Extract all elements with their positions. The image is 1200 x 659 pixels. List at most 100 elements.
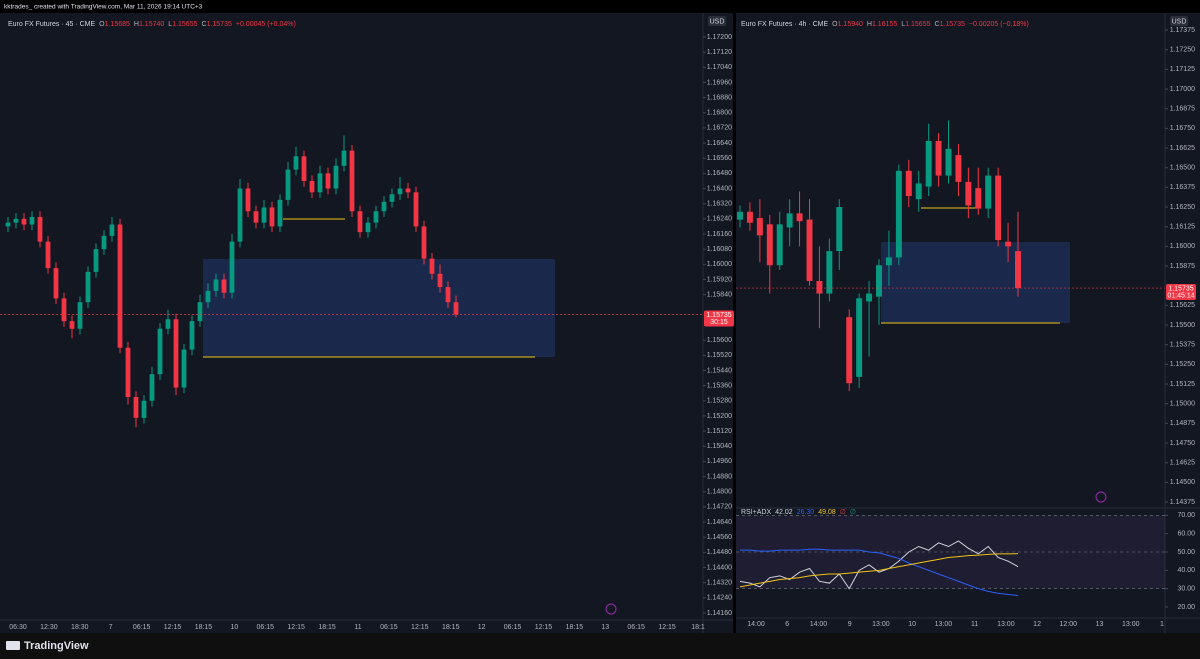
y-tick-label: 50.00: [1177, 549, 1195, 556]
candle-body: [1005, 241, 1012, 247]
x-tick-label: 13:00: [1122, 621, 1140, 628]
price-label: 1.15735: [1168, 285, 1193, 292]
scroll-icon[interactable]: [605, 603, 617, 615]
candle-body: [5, 222, 11, 227]
candle-body: [836, 207, 843, 252]
y-tick-label: 1.15040: [707, 443, 732, 450]
y-tick-label: 1.14800: [707, 489, 732, 496]
y-tick-label: 1.16080: [707, 246, 732, 253]
x-tick-label: 13:00: [872, 621, 890, 628]
x-tick-label: 12:15: [164, 624, 182, 631]
pane-divider: [733, 13, 736, 633]
candle-body: [21, 218, 27, 225]
currency: USD: [710, 18, 725, 25]
candle-body: [165, 319, 171, 329]
y-tick-label: 1.14320: [707, 580, 732, 587]
candle-body: [173, 319, 179, 388]
y-tick-label: 1.14640: [707, 519, 732, 526]
candle-body: [133, 396, 139, 418]
indicator-line: [739, 553, 1019, 588]
candle-body: [229, 241, 235, 293]
candle-body: [985, 175, 992, 209]
y-tick-label: 1.14560: [707, 534, 732, 541]
x-tick-label: 12:15: [287, 624, 305, 631]
y-tick-label: 1.17125: [1170, 66, 1195, 73]
ohlc-value: 1.15735: [207, 21, 232, 28]
candle-body: [37, 216, 43, 242]
indicator-name: RSI+ADX: [741, 509, 771, 516]
candle-body: [349, 150, 355, 212]
indicator-line: [739, 540, 1019, 590]
indicator-line: [740, 548, 1019, 596]
x-tick-label: 12:00: [1060, 621, 1078, 628]
y-tick-label: 1.15840: [707, 291, 732, 298]
logo: TradingView: [24, 640, 89, 652]
x-tick-label: 11: [971, 621, 978, 628]
charts: 1.17200 1.17120 1.17040 1.16960 1.16880 1.168…: [0, 16, 1196, 631]
y-tick-label: 1.16625: [1170, 145, 1195, 152]
y-tick-label: 1.17040: [707, 64, 732, 71]
candle-body: [93, 249, 99, 272]
y-tick-label: 1.16875: [1170, 106, 1195, 113]
x-tick-label: 18:15: [195, 624, 213, 631]
indicator-value: ∅: [840, 509, 846, 516]
y-tick-label: 1.14750: [1170, 440, 1195, 447]
candle-body: [69, 321, 75, 329]
x-tick-label: 12: [478, 624, 486, 631]
x-tick-label: 12:15: [535, 624, 553, 631]
candle-body: [826, 251, 833, 294]
x-tick-label: 06:15: [380, 624, 398, 631]
price-badge: [1166, 284, 1196, 301]
scroll-icon[interactable]: [1095, 491, 1107, 503]
indicator-value: 26.30: [797, 509, 815, 516]
y-tick-label: 1.16000: [707, 261, 732, 268]
candle-body: [237, 188, 243, 242]
indicator-value: 49.08: [818, 509, 836, 516]
x-tick-label: 18:1: [691, 624, 705, 631]
y-tick-label: 1.14875: [1170, 420, 1195, 427]
candle-body: [125, 347, 131, 397]
y-tick-label: 1.14480: [707, 549, 732, 556]
candle-body: [213, 279, 219, 291]
x-tick-label: 06:15: [257, 624, 275, 631]
candle-body: [253, 211, 259, 223]
candle-body: [245, 188, 251, 212]
x-tick-label: 13:00: [935, 621, 953, 628]
candle-body: [277, 199, 283, 227]
y-tick-label: 1.16720: [707, 125, 732, 132]
x-tick-label: 11: [354, 624, 361, 631]
ohlc-key: H: [867, 21, 872, 28]
candle-body: [453, 302, 459, 315]
countdown: 01:45:14: [1167, 292, 1194, 299]
y-tick-label: 1.14500: [1170, 479, 1195, 486]
candle-body: [876, 265, 882, 297]
candle-body: [77, 302, 83, 329]
x-tick-label: 12:15: [658, 624, 676, 631]
candle-body: [866, 293, 873, 302]
x-tick-label: 13: [1096, 621, 1104, 628]
candle-body: [915, 183, 922, 200]
y-tick-label: 1.14375: [1170, 499, 1195, 506]
candle-body: [301, 156, 307, 181]
y-tick-label: 1.15375: [1170, 342, 1195, 349]
candle-body: [189, 321, 195, 350]
x-tick-label: 7: [109, 624, 113, 631]
y-tick-label: 1.15280: [707, 398, 732, 405]
x-tick-label: 06:15: [133, 624, 151, 631]
y-tick-label: 1.17250: [1170, 47, 1195, 54]
y-tick-label: 1.15875: [1170, 263, 1195, 270]
y-tick-label: 1.14720: [707, 504, 732, 511]
candle-body: [365, 222, 371, 233]
candle-body: [325, 173, 331, 189]
ohlc-value: 1.15735: [940, 21, 965, 28]
candle-body: [389, 194, 395, 202]
x-tick-label: 06:15: [504, 624, 522, 631]
indicator-legend: RSI+ADX 42.02 26.30 49.08 ∅ ∅: [741, 509, 856, 516]
x-tick-label: 12:30: [40, 624, 58, 631]
candle-body: [293, 156, 299, 170]
ohlc-key: C: [202, 21, 207, 28]
candle-body: [955, 155, 962, 182]
x-tick-label: 6: [785, 621, 789, 628]
